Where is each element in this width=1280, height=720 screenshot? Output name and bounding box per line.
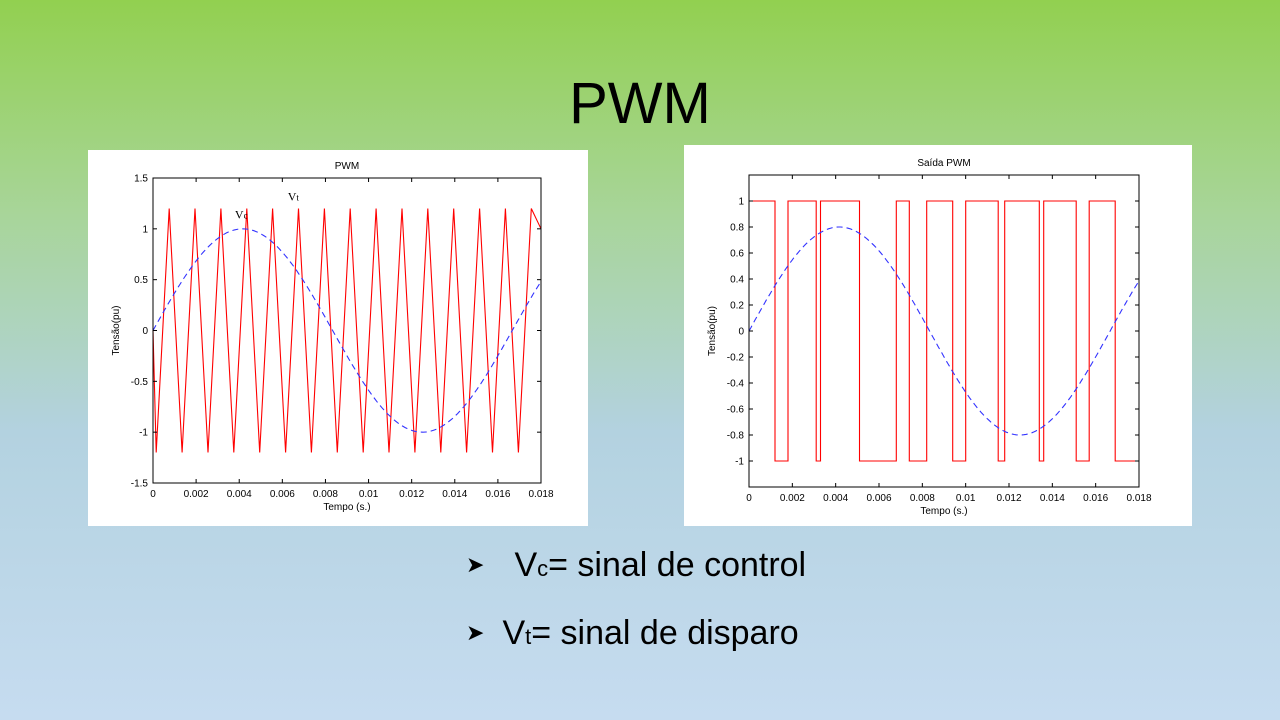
y-tick-label: 1 <box>142 224 148 235</box>
bullet-symbol: V <box>514 546 538 584</box>
x-tick-label: 0.004 <box>227 489 252 500</box>
x-tick-label: 0.008 <box>910 493 935 504</box>
y-tick-label: -0.8 <box>727 431 745 442</box>
arrow-bullet-icon: ➤ <box>466 552 485 577</box>
annotation-subscript: c <box>244 211 248 221</box>
y-tick-label: 0.2 <box>730 301 744 312</box>
x-tick-label: 0.016 <box>1083 493 1108 504</box>
y-tick-label: -1 <box>139 428 148 439</box>
x-tick-label: 0.006 <box>270 489 295 500</box>
y-axis-label: Tensão(pu) <box>707 306 718 356</box>
y-tick-label: 0.6 <box>730 249 744 260</box>
pwm-output-chart: 0 0.002 0.004 0.006 0.008 0.01 0.012 0.014 0.016… <box>684 145 1192 526</box>
arrow-bullet-icon: ➤ <box>466 620 485 645</box>
series-line-vc <box>152 228 542 433</box>
x-tick-label: 0.01 <box>956 493 976 504</box>
bullet-subscript: c <box>537 556 549 581</box>
x-tick-label: 0.004 <box>823 493 848 504</box>
x-tick-label: 0.018 <box>528 489 553 500</box>
x-tick-label: 0.012 <box>399 489 424 500</box>
y-tick-label: -0.6 <box>727 405 745 416</box>
series-line-vc <box>748 226 1140 436</box>
x-axis-label: Tempo (s.) <box>323 502 370 513</box>
x-tick-label: 0.018 <box>1126 493 1151 504</box>
y-tick-label: 1 <box>738 197 744 208</box>
slide-title: PWM <box>569 71 711 136</box>
y-axis-label: Tensão(pu) <box>111 305 122 355</box>
y-tick-label: -1.5 <box>131 479 149 490</box>
y-tick-label: -0.2 <box>727 353 745 364</box>
x-tick-label: 0.014 <box>1040 493 1065 504</box>
x-tick-label: 0.006 <box>866 493 891 504</box>
x-tick-label: 0.016 <box>485 489 510 500</box>
y-tick-label: 0 <box>738 327 744 338</box>
chart-title: PWM <box>335 161 359 172</box>
series-line-saída <box>749 200 1139 462</box>
x-tick-label: 0.01 <box>359 489 379 500</box>
y-tick-label: 0 <box>142 326 148 337</box>
bullet-text: = sinal de disparo <box>531 614 799 652</box>
y-tick-label: 1.5 <box>134 174 148 185</box>
x-tick-label: 0.002 <box>184 489 209 500</box>
y-tick-label: 0.8 <box>730 223 744 234</box>
x-axis-label: Tempo (s.) <box>920 506 967 517</box>
x-tick-label: 0 <box>150 489 156 500</box>
series-line-vt <box>152 208 542 453</box>
pwm-output-chart-svg: 0 0.002 0.004 0.006 0.008 0.01 0.012 0.014 0.016… <box>707 158 1152 517</box>
chart-title: Saída PWM <box>917 158 970 169</box>
bullet-symbol: V <box>502 614 526 652</box>
x-tick-label: 0.012 <box>996 493 1021 504</box>
y-tick-label: -1 <box>735 457 744 468</box>
pwm-chart-svg: 0 0.002 0.004 0.006 0.008 0.01 0.012 0.014 0.016… <box>111 161 554 513</box>
annotation-vc: Vc <box>235 208 248 222</box>
y-tick-label: -0.4 <box>727 379 745 390</box>
bullet-subscript: t <box>525 624 532 649</box>
x-tick-label: 0.008 <box>313 489 338 500</box>
y-tick-label: -0.5 <box>131 377 149 388</box>
y-tick-label: 0.4 <box>730 275 744 286</box>
x-tick-label: 0 <box>746 493 752 504</box>
x-tick-label: 0.002 <box>780 493 805 504</box>
plot-frame <box>748 174 1140 488</box>
pwm-chart: 0 0.002 0.004 0.006 0.008 0.01 0.012 0.014 0.016… <box>88 150 588 526</box>
x-tick-label: 0.014 <box>442 489 467 500</box>
plot-frame <box>152 177 542 484</box>
annotation-subscript: t <box>296 192 299 202</box>
y-tick-label: 0.5 <box>134 275 148 286</box>
annotation-vt: Vt <box>288 189 300 203</box>
bullet-text: = sinal de control <box>548 546 807 584</box>
